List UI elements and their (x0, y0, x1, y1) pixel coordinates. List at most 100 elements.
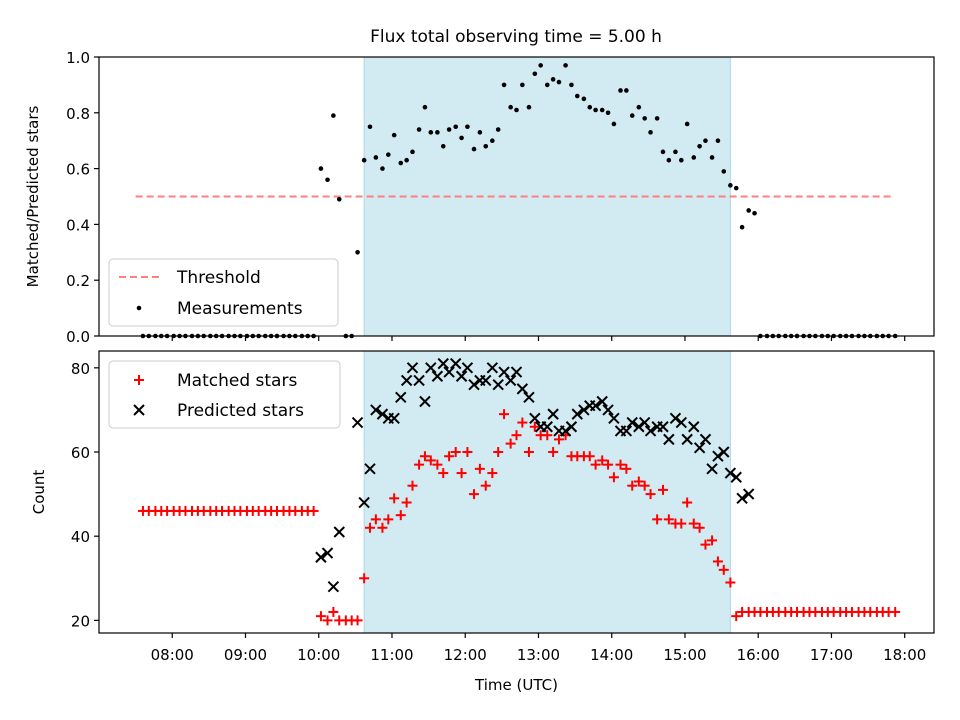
y-axis-label: Count (30, 470, 48, 515)
legend-box (108, 360, 341, 429)
data-point (517, 417, 528, 428)
data-point (315, 611, 326, 622)
data-point (352, 615, 363, 626)
data-point (699, 433, 712, 446)
data-point (547, 408, 559, 420)
data-point (359, 573, 370, 584)
data-point (718, 564, 729, 575)
data-point (462, 447, 473, 458)
legend-label: Measurements (177, 299, 303, 319)
data-point (569, 82, 574, 88)
data-point (663, 514, 674, 525)
data-point (410, 149, 415, 155)
y-tick-label: 40 (71, 528, 90, 546)
y-axis-label: Matched/Predicted stars (24, 106, 42, 288)
data-point (657, 484, 668, 495)
data-point (648, 130, 653, 135)
data-point (544, 82, 550, 88)
data-point (559, 425, 572, 437)
data-point (676, 518, 687, 529)
data-point (377, 522, 388, 533)
data-point (516, 383, 529, 395)
data-point (688, 421, 700, 433)
data-point (321, 547, 334, 559)
data-point (328, 606, 339, 617)
data-point (438, 468, 449, 479)
data-point (508, 104, 513, 110)
data-point (487, 468, 498, 479)
data-point (370, 514, 381, 525)
data-point (724, 467, 737, 479)
data-point (739, 224, 745, 230)
data-point (636, 104, 642, 110)
data-point (398, 160, 404, 166)
legend-label: Predicted stars (177, 401, 304, 421)
legend-label: Threshold (176, 268, 261, 288)
data-point (376, 408, 389, 420)
data-point (419, 451, 430, 462)
data-point (477, 130, 483, 135)
y-tick-label: 0.0 (66, 328, 90, 346)
data-point (443, 366, 455, 378)
data-point (712, 450, 724, 462)
data-point (605, 110, 611, 116)
data-point (492, 378, 504, 391)
data-point (437, 357, 449, 370)
data-point (679, 157, 684, 163)
data-point (483, 143, 489, 149)
data-point (461, 362, 474, 374)
data-point (654, 116, 660, 121)
data-point (511, 430, 522, 441)
y-tick-label: 20 (71, 612, 90, 630)
data-point (495, 127, 501, 132)
x-tick-label: 09:00 (224, 646, 267, 664)
data-point (325, 177, 330, 183)
data-point (498, 366, 510, 378)
data-point (380, 166, 385, 171)
data-point (574, 93, 580, 99)
data-point (355, 250, 360, 255)
data-point (633, 421, 645, 433)
data-point (590, 459, 601, 470)
data-point (523, 391, 535, 404)
chart-title: Flux total observing time = 5.00 h (370, 27, 662, 47)
data-point (386, 152, 391, 157)
data-point (715, 138, 721, 143)
x-tick-label: 16:00 (737, 646, 780, 664)
data-point (364, 463, 376, 475)
data-point (308, 505, 319, 516)
data-point (471, 146, 477, 152)
data-point (395, 510, 406, 521)
data-point (414, 459, 425, 470)
data-point (657, 421, 669, 433)
data-point (444, 451, 455, 462)
data-point (556, 79, 562, 85)
data-point (746, 208, 751, 213)
data-point (315, 551, 327, 563)
legend: Threshold Measurements (108, 258, 339, 327)
data-point (459, 135, 464, 141)
data-point (728, 183, 733, 188)
legend: Matched stars Predicted stars (108, 360, 341, 429)
data-point (621, 463, 632, 474)
data-point (453, 124, 459, 130)
data-point (333, 526, 345, 538)
data-point (709, 155, 715, 160)
data-point (682, 497, 693, 508)
data-point (584, 451, 595, 462)
data-point (529, 412, 541, 425)
data-point (752, 210, 757, 216)
data-point (703, 138, 708, 143)
data-point (620, 425, 633, 437)
data-point (666, 157, 672, 163)
data-point (446, 127, 452, 132)
data-point (669, 412, 682, 425)
data-point (419, 395, 431, 408)
data-point (599, 107, 605, 113)
data-point (565, 421, 578, 433)
data-point (563, 63, 568, 68)
data-point (435, 130, 440, 135)
data-point (373, 155, 379, 160)
data-point (504, 374, 517, 387)
